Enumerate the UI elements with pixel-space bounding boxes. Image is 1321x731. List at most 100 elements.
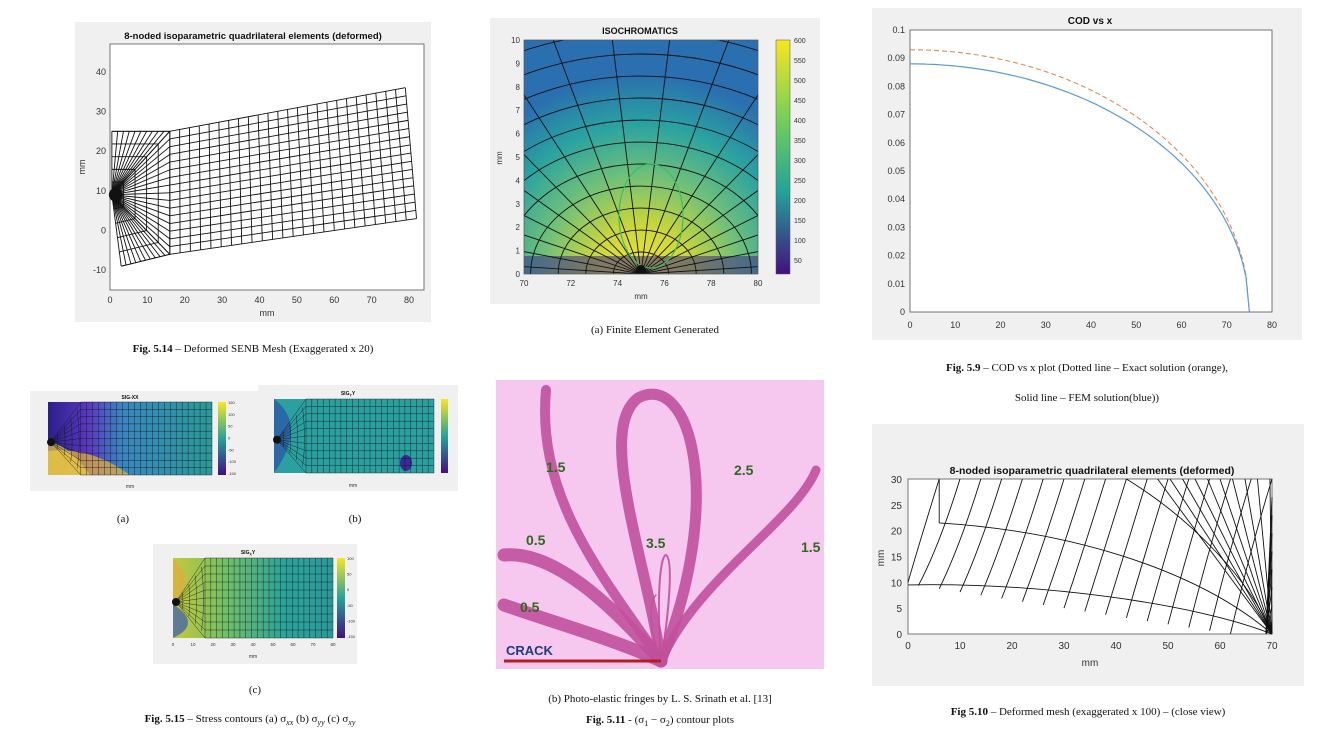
fig514-ytick: 20 <box>96 146 106 156</box>
fig514-ytick: 0 <box>101 225 106 235</box>
fig510-xtick: 0 <box>905 641 911 652</box>
fig515-caption-mid2: (c) σ <box>324 713 349 725</box>
fig510-ytick: 15 <box>891 553 903 564</box>
fig515-caption-mid1: (b) σ <box>293 713 318 725</box>
fig510-ytick: 5 <box>896 604 902 615</box>
fig511-caption: Fig. 5.11 - (σ1 − σ2) contour plots <box>460 714 860 728</box>
fig515c-xtick: 20 <box>210 642 216 647</box>
fig59-xtick: 50 <box>1131 320 1141 330</box>
fig514-ytick: 40 <box>96 67 106 77</box>
fig515c-cbar-tick: -150 <box>347 634 356 639</box>
fig515c-cbar-tick: 0 <box>347 587 350 592</box>
fig514-ylabel: mm <box>77 160 87 175</box>
fig514-xtick: 70 <box>367 295 377 305</box>
fig514-title: 8-noded isoparametric quadrilateral elem… <box>124 31 382 42</box>
fig515c-title: SIGXY <box>241 550 256 557</box>
fig515a-xlabel: mm <box>126 484 134 490</box>
fig515c-xtick: 30 <box>230 642 236 647</box>
fig511a-panel: ISOCHROMATICS 600 550 500 450 400 350 300 250 20… <box>490 18 820 304</box>
fig514-xtick: 80 <box>404 295 414 305</box>
fig59-ytick: 0.04 <box>887 194 905 204</box>
fig510-xlabel: mm <box>1082 658 1099 669</box>
fig515c-panel: SIGXY 100 50 0 -50 -100 -150 0 10 20 30 40 50 60 70 8… <box>153 544 357 664</box>
fig511a-xtick: 80 <box>754 279 763 288</box>
fig59-ytick: 0.09 <box>887 53 905 63</box>
fig511a-cbar-tick: 150 <box>794 218 806 225</box>
fig511b-caption: (b) Photo-elastic fringes by L. S. Srina… <box>548 693 772 705</box>
fig511a-ytick: 6 <box>516 130 521 139</box>
fig59-ytick: 0 <box>900 307 905 317</box>
fig59-axes <box>909 29 1273 313</box>
fig515a-cbar-tick: 0 <box>228 436 231 441</box>
fig59-title: COD vs x <box>1068 16 1113 27</box>
fig514-ytick: 30 <box>96 106 106 116</box>
fig510-xtick: 30 <box>1058 641 1070 652</box>
fig514-xlabel: mm <box>260 308 275 318</box>
fig510-ytick: 10 <box>891 578 903 589</box>
fig510-caption-label: Fig 5.10 <box>950 706 988 718</box>
fig514-ytick: 10 <box>96 186 106 196</box>
fig511a-cbar-tick: 250 <box>794 178 806 185</box>
fig514-xtick: 10 <box>142 295 152 305</box>
fig515-caption: Fig. 5.15 – Stress contours (a) σxx (b) … <box>40 713 460 727</box>
fig511a-cbar-tick: 600 <box>794 38 806 45</box>
fig514-xtick: 30 <box>217 295 227 305</box>
fig514-mesh <box>108 87 417 267</box>
fig514-caption-text: – Deformed SENB Mesh (Exaggerated x 20) <box>172 343 374 355</box>
fig511a-cbar-tick: 450 <box>794 98 806 105</box>
fig511a-cbar-tick: 300 <box>794 158 806 165</box>
fig59-xtick: 10 <box>950 320 960 330</box>
fig511a-xtick: 78 <box>707 279 716 288</box>
fig515-caption-sub1: xx <box>286 718 294 728</box>
fig515-caption-label: Fig. 5.15 <box>144 713 185 725</box>
fig511a-ytick: 4 <box>516 176 521 185</box>
fig510-axes <box>907 478 1273 635</box>
fig511a-ytick: 0 <box>516 270 521 279</box>
fig511a-cbar-tick: 50 <box>794 258 802 265</box>
fig511a-xtick: 76 <box>660 279 669 288</box>
fig511a-cbar-tick: 100 <box>794 238 806 245</box>
fig511a-ytick: 8 <box>516 83 521 92</box>
fig511a-ytick: 10 <box>511 36 520 45</box>
fig59-ytick: 0.05 <box>887 166 905 176</box>
fig515c-cbar-tick: -100 <box>347 618 356 623</box>
fig59-caption-line2: Solid line – FEM solution(blue)) <box>1014 392 1160 404</box>
fig511a-colorbar <box>775 39 791 275</box>
fig515b-label: (b) <box>348 513 362 525</box>
fig515c-xtick: 80 <box>330 642 336 647</box>
fig510-xtick: 10 <box>954 641 966 652</box>
fig510-ytick: 20 <box>891 527 903 538</box>
fig515c-cbar-tick: -50 <box>347 603 354 608</box>
fig515a-cbar-tick: -100 <box>228 459 237 464</box>
fig511-caption-text: - (σ <box>625 714 645 726</box>
fig510-ytick: 0 <box>896 630 902 641</box>
fig510-xtick: 20 <box>1006 641 1018 652</box>
fig515b-plot: SIGYY mm <box>273 391 448 489</box>
fig59-ytick: 0.03 <box>887 222 905 232</box>
fig511a-cbar-tick: 500 <box>794 78 806 85</box>
fig511a-cbar-tick: 400 <box>794 118 806 125</box>
fig515c-plot: SIGXY 100 50 0 -50 -100 -150 0 10 20 30 40 50 60 70 8… <box>172 550 356 660</box>
fig514-xtick: 0 <box>107 295 112 305</box>
fig514-xtick: 50 <box>292 295 302 305</box>
fig511a-ytick: 5 <box>516 153 521 162</box>
fig515-caption-sub3: xy <box>348 718 356 728</box>
fig510-title: 8-noded isoparametric quadrilateral elem… <box>950 465 1235 477</box>
fig511a-ytick: 3 <box>516 200 521 209</box>
fig515a-mesh <box>47 401 213 476</box>
fig59-xtick: 60 <box>1176 320 1186 330</box>
fig511b-fringe-label: 3.5 <box>646 535 666 551</box>
fig511-caption-sub1: 1 <box>644 719 649 729</box>
fig515c-xtick: 50 <box>270 642 276 647</box>
fig511b-fringe-label: 1.5 <box>546 459 566 475</box>
fig510-ytick: 30 <box>891 475 903 486</box>
fig511a-xlabel: mm <box>634 292 648 301</box>
fig511a-field <box>524 40 758 274</box>
fig511a-ylabel: mm <box>495 151 504 165</box>
fig59-xtick: 0 <box>907 320 912 330</box>
fig510-xtick: 50 <box>1162 641 1174 652</box>
fig59-ytick: 0.02 <box>887 251 905 261</box>
fig514-caption-label: Fig. 5.14 <box>132 343 173 355</box>
fig514-panel: 8-noded isoparametric quadrilateral elem… <box>75 22 431 322</box>
fig511b-photo: CRACK 1.5 2.5 0.5 3.5 1.5 0.5 <box>497 385 821 668</box>
